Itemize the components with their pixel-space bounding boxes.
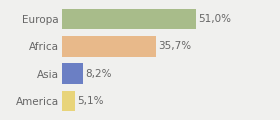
Bar bbox=[62, 91, 75, 111]
Text: 5,1%: 5,1% bbox=[77, 96, 104, 106]
Bar bbox=[62, 63, 83, 84]
Bar bbox=[62, 9, 196, 29]
Text: 35,7%: 35,7% bbox=[158, 41, 191, 51]
Text: 51,0%: 51,0% bbox=[198, 14, 231, 24]
Text: 8,2%: 8,2% bbox=[85, 69, 112, 79]
Bar bbox=[62, 36, 156, 57]
